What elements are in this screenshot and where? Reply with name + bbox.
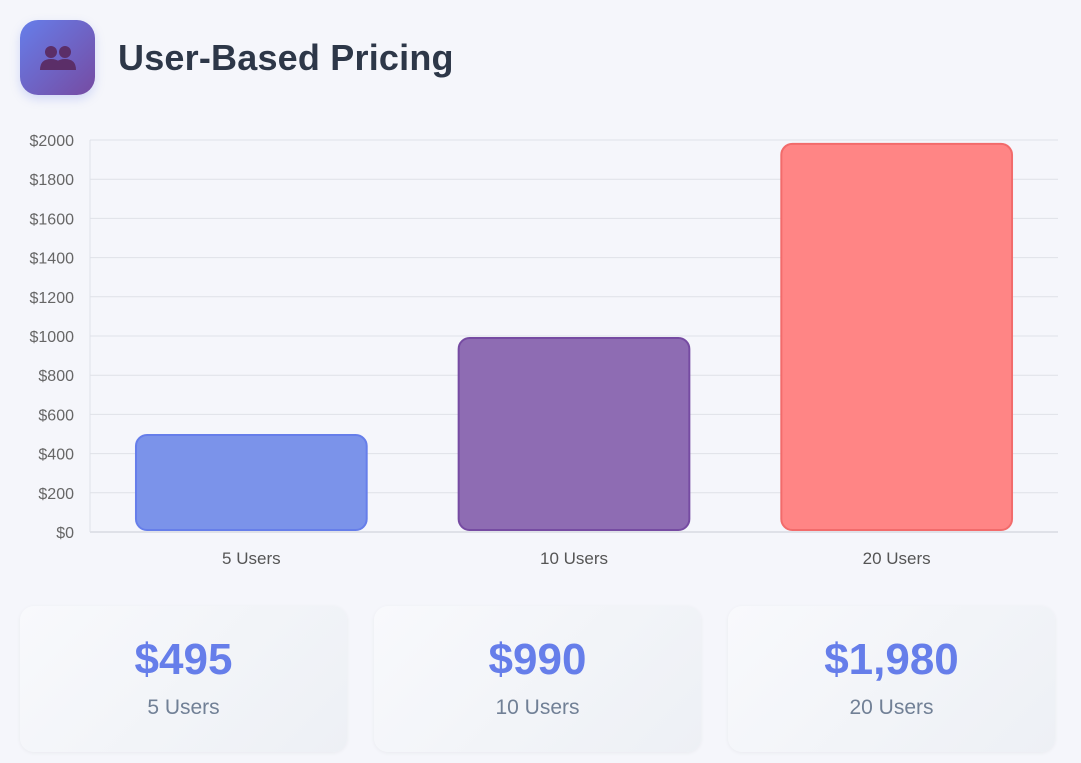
price-card-5-users: $495 5 Users <box>20 606 347 752</box>
page-header: User-Based Pricing <box>20 20 454 95</box>
summary-cards: $495 5 Users $990 10 Users $1,980 20 Use… <box>20 606 1055 752</box>
users-icon <box>20 20 95 95</box>
price-card-10-users: $990 10 Users <box>374 606 701 752</box>
bar <box>134 433 368 532</box>
y-tick-label: $0 <box>56 525 74 542</box>
page-title: User-Based Pricing <box>118 36 454 78</box>
y-tick-label: $1400 <box>30 251 75 268</box>
price-value: $495 <box>134 635 233 684</box>
y-tick-label: $2000 <box>30 133 75 150</box>
x-tick-label: 10 Users <box>540 549 608 568</box>
price-label: 10 Users <box>495 696 580 719</box>
y-tick-label: $1600 <box>30 211 75 228</box>
price-label: 5 Users <box>147 696 220 719</box>
y-tick-label: $600 <box>38 407 74 424</box>
pricing-bar-chart: $0 $200 $400 $600 $800 $1000 $1200 $1400 $1600 $1… <box>30 133 1058 568</box>
y-tick-label: $200 <box>38 486 74 503</box>
price-card-20-users: $1,980 20 Users <box>728 606 1055 752</box>
y-tick-label: $1000 <box>30 329 75 346</box>
x-tick-label: 5 Users <box>222 549 281 568</box>
bar <box>457 336 691 531</box>
y-tick-label: $800 <box>38 368 74 385</box>
price-value: $1,980 <box>824 635 959 684</box>
y-tick-label: $1200 <box>30 290 75 307</box>
y-tick-label: $1800 <box>30 172 75 189</box>
bar <box>780 142 1014 531</box>
x-tick-label: 20 Users <box>863 549 931 568</box>
y-tick-label: $400 <box>38 447 74 464</box>
price-label: 20 Users <box>849 696 934 719</box>
price-value: $990 <box>488 635 587 684</box>
